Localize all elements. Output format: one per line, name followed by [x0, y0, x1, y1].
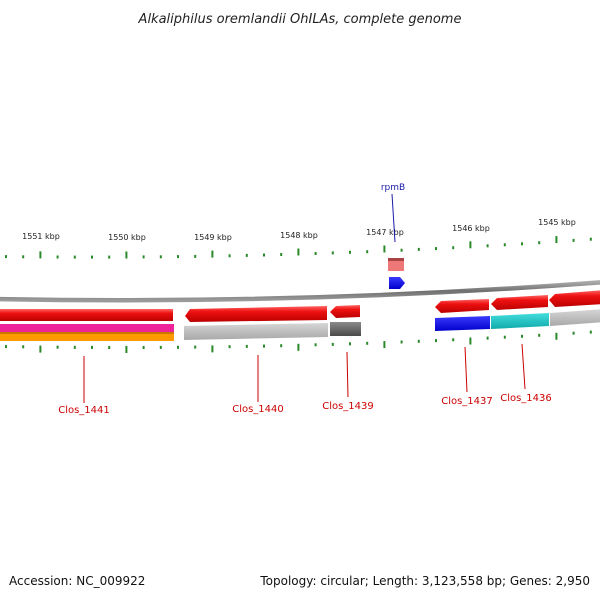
gene-label-clos-1439[interactable]: Clos_1439: [322, 401, 374, 412]
ruler-label-1546: 1546 kbp: [452, 224, 490, 233]
ruler-label-1549: 1549 kbp: [194, 233, 232, 242]
rrna-block[interactable]: [388, 258, 404, 271]
ruler-label-1548: 1548 kbp: [280, 231, 318, 240]
cds-track: [0, 290, 600, 322]
rpmB-arrow[interactable]: [389, 277, 405, 289]
ruler-label-1545: 1545 kbp: [538, 218, 576, 227]
gene-labels: Clos_1441 Clos_1440 Clos_1439 Clos_1437 …: [58, 343, 552, 416]
cds-arrow-clos-1439[interactable]: [330, 305, 360, 318]
cyan-track-segment-1436[interactable]: [491, 313, 549, 329]
rpmB-feature[interactable]: rpmB: [381, 183, 405, 289]
ruler-label-1547: 1547 kbp: [366, 228, 404, 237]
rrna-block-edge: [388, 258, 404, 261]
gray-track-segment-1440[interactable]: [184, 323, 328, 340]
rpmB-label: rpmB: [381, 183, 405, 193]
leader-line-clos-1436: [521, 343, 526, 390]
gene-label-clos-1436[interactable]: Clos_1436: [500, 393, 552, 404]
lower-tick-marks: [5, 330, 592, 353]
orange-track-edge: [0, 332, 174, 334]
cds-arrow-clos-1440[interactable]: [185, 306, 327, 322]
blue-track-segment-1437[interactable]: [435, 316, 490, 331]
ruler-label-1550: 1550 kbp: [108, 233, 146, 242]
cds-arrow-clos-1437[interactable]: [435, 299, 489, 313]
dark-gray-track-segment-1439[interactable]: [330, 322, 361, 336]
rpmB-leader-line: [391, 193, 396, 243]
gene-label-clos-1440[interactable]: Clos_1440: [232, 404, 284, 415]
cds-arrow-next[interactable]: [549, 290, 600, 307]
leader-line-clos-1437: [464, 346, 468, 393]
gray-track-segment-next[interactable]: [550, 309, 600, 326]
orange-track-segment[interactable]: [0, 332, 174, 341]
leader-line-clos-1439: [346, 351, 349, 398]
upper-tick-marks: [5, 236, 592, 259]
genome-summary-text: Topology: circular; Length: 3,123,558 bp…: [260, 574, 590, 588]
genome-backbone: [0, 280, 600, 303]
gene-label-clos-1441[interactable]: Clos_1441: [58, 405, 110, 416]
ruler-label-1551: 1551 kbp: [22, 232, 60, 241]
genome-title: Alkaliphilus oremlandii OhILAs, complete…: [138, 12, 462, 27]
annotation-tracks: [0, 309, 600, 341]
cds-arrow-clos-1436[interactable]: [491, 295, 548, 310]
cds-arrow-clos-1441[interactable]: [0, 309, 173, 321]
accession-text: Accession: NC_009922: [9, 574, 146, 588]
upper-ruler: 1551 kbp 1550 kbp 1549 kbp 1548 kbp 1547…: [5, 218, 592, 259]
gene-label-clos-1437[interactable]: Clos_1437: [441, 396, 493, 407]
magenta-track-segment[interactable]: [0, 324, 174, 332]
